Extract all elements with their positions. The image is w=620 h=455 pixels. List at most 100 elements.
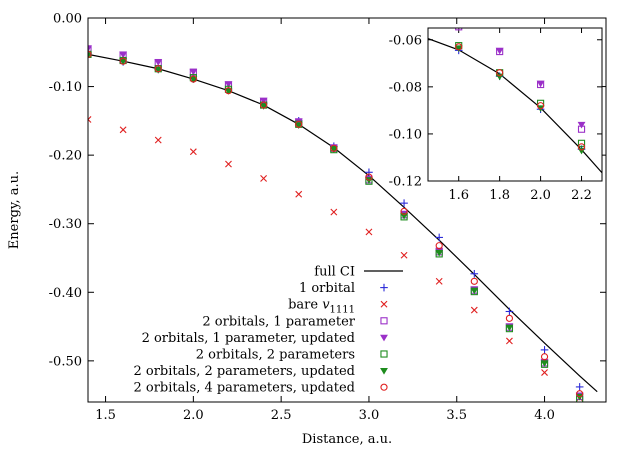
legend-label: 2 orbitals, 4 parameters, updated [133,381,355,396]
inset-series-2-orbitals-4-parameters-updated-point [496,69,504,77]
main-series-2-orbitals-4-parameters-updated-point [505,314,514,322]
inset-ytick-label: -0.12 [389,175,422,190]
inset-frame [427,27,603,182]
main-series-2-orbitals-2-parameters-updated-point-shape [154,66,163,74]
inset-xtick-label: 1.6 [448,188,469,203]
legend-label: 2 orbitals, 1 parameter, updated [142,331,355,346]
main-series-bare-v-1111-point [435,277,443,285]
main-series-bare-v-1111-point [295,190,303,198]
main-frame [87,17,607,403]
inset-series-2-orbitals-1-parameter-updated-point [577,121,586,129]
inset-series-2-orbitals-2-parameters-updated-point-shape [454,45,463,53]
main-series-bare-v-1111-point-b [295,190,303,198]
inset-series-2-orbitals-1-parameter-updated-point-shape [495,47,504,55]
main-series-1-orbital-point [435,233,443,242]
inset-ytick-label: -0.10 [389,127,422,142]
main-series-2-orbitals-1-parameter-updated-point-shape [259,97,268,105]
main-series-2-orbitals-4-parameters-updated-point-shape [540,353,549,361]
main-series-2-orbitals-4-parameters-updated-point [435,242,443,250]
main-series-bare-v-1111-point-b [470,306,478,314]
legend-item-2-orbitals-2-parameters: 2 orbitals, 2 parameters [196,348,388,363]
x-axis-label: Distance, a.u. [302,432,392,447]
inset-series-2-orbitals-4-parameters-updated-point-shape [536,102,545,110]
main-series-2-orbitals-1-parameter-updated-point [154,59,163,66]
main-xtick-label: 2.0 [183,408,204,423]
main-series-2-orbitals-2-parameters-updated-point [329,146,338,153]
main-series-bare-v-1111-point-b [365,228,373,236]
main-series-2-orbitals-4-parameters-updated-point-shape [88,50,92,58]
main-series-2-orbitals-4-parameters-updated-point-shape [119,57,127,65]
legend-label: 2 orbitals, 1 parameter [202,314,355,329]
main-series-2-orbitals-2-parameters-updated-point-shape [505,324,514,332]
inset-series-2-orbitals-1-parameter-updated-point-shape [577,121,586,129]
inset-series-2-orbitals-2-parameters-updated-point [454,45,463,53]
legend-sample-marker [380,317,388,325]
inset-series-2-orbitals-4-parameters-updated-point-shape [496,69,504,77]
legend-item-2-orbitals-1-parameter-updated: 2 orbitals, 1 parameter, updated [142,331,388,346]
legend-sample-marker-shape [380,334,388,342]
main-series-bare-v-1111-point [189,148,197,156]
main-series-bare-v-1111-point [154,136,162,144]
legend-sample-marker [380,300,388,308]
main-series-2-orbitals-4-parameters-updated-point [88,50,92,58]
main-ytick-label: -0.10 [49,80,82,95]
legend-label: bare v1111 [288,298,355,316]
main-series-bare-v-1111-point-b [119,126,127,134]
legend-sample-marker-shape [380,317,388,325]
legend-item-2-orbitals-4-parameters-updated: 2 orbitals, 4 parameters, updated [133,381,388,396]
main-series-bare-v-1111-point-b [189,148,197,156]
main-ytick-label: -0.50 [49,354,82,369]
legend-label: full CI [314,265,355,280]
main-series-2-orbitals-2-parameters-updated-point-shape [329,146,338,153]
main-series-2-orbitals-2-parameters-updated-point-shape [400,212,408,220]
inset-series-2-orbitals-2-parameters-point-shape [577,139,586,147]
inset-series-2-orbitals-4-parameters-updated-point [577,143,586,151]
main-series-2-orbitals-1-parameter-updated-point-shape [88,45,92,53]
legend-label: 1 orbital [299,281,355,296]
main-series-bare-v-1111-point [505,337,513,345]
main-series-bare-v-1111-point [365,228,373,236]
main-series-2-orbitals-4-parameters-updated-point [119,57,127,65]
main-series-2-orbitals-2-parameters-updated-point-shape [540,360,549,367]
main-series-bare-v-1111-point [400,251,408,259]
legend-item-bare-v-1111: bare v1111 [288,298,388,316]
legend-item-2-orbitals-2-parameters-updated: 2 orbitals, 2 parameters, updated [133,364,388,379]
legend-sample-marker-shape [380,383,388,391]
main-series-2-orbitals-4-parameters-updated-point-shape [505,314,514,322]
main-series-2-orbitals-4-parameters-updated-point [189,75,197,83]
main-series-bare-v-1111-point-b [541,369,548,376]
inset-series-2-orbitals-1-parameter-updated-point-shape [536,80,545,88]
legend-sample-marker-shape [380,367,388,375]
main-series-2-orbitals-4-parameters-updated-point-shape [154,65,162,73]
main-series-2-orbitals-4-parameters-updated-point-shape [400,207,408,215]
inset-xtick-label: 2.0 [530,188,551,203]
main-xtick-label: 4.0 [534,408,555,423]
main-series-2-orbitals-1-parameter-updated-point [189,68,198,76]
inset-xtick-label: 2.2 [571,188,592,203]
main-series-2-orbitals-2-parameters-updated-point [119,58,128,66]
main-series-2-orbitals-2-parameters-updated-point-shape [435,249,444,257]
inset-series-2-orbitals-2-parameters-point [577,139,586,147]
main-series-2-orbitals-4-parameters-updated-point [330,144,338,152]
main-series-bare-v-1111-point-b [225,160,232,168]
main-series-2-orbitals-2-parameters-updated-point-shape [294,122,303,129]
inset-ytick-label: -0.06 [389,33,422,48]
main-series-2-orbitals-4-parameters-updated-point-shape [189,75,197,83]
legend-sample-marker [380,367,388,375]
main-series-1-orbital-point [575,383,584,391]
main-series-1-orbital-point [505,307,514,316]
main-series-bare-v-1111-point [119,126,127,134]
main-series-2-orbitals-4-parameters-updated-point [400,207,408,215]
main-series-2-orbitals-4-parameters-updated-point-shape [435,242,443,250]
legend-label: 2 orbitals, 2 parameters [196,348,355,363]
inset-series-2-orbitals-4-parameters-updated-point [455,43,463,51]
inset-ytick-label: -0.08 [389,80,422,95]
main-plot: 1.5 2.0 2.5 3.0 3.5 4.0 0.00 -0.10 -0.20 -0.30 -0.… [7,12,607,447]
main-series-2-orbitals-4-parameters-updated-point [540,353,549,361]
main-series-bare-v-1111-point [541,369,548,376]
inset-series-2-orbitals-4-parameters-updated-point-shape [577,143,586,151]
main-series-2-orbitals-4-parameters-updated-point [470,277,478,285]
main-series-2-orbitals-2-parameters-updated-point-shape [259,103,268,110]
main-series-2-orbitals-2-parameters-updated-point-shape [224,88,233,95]
